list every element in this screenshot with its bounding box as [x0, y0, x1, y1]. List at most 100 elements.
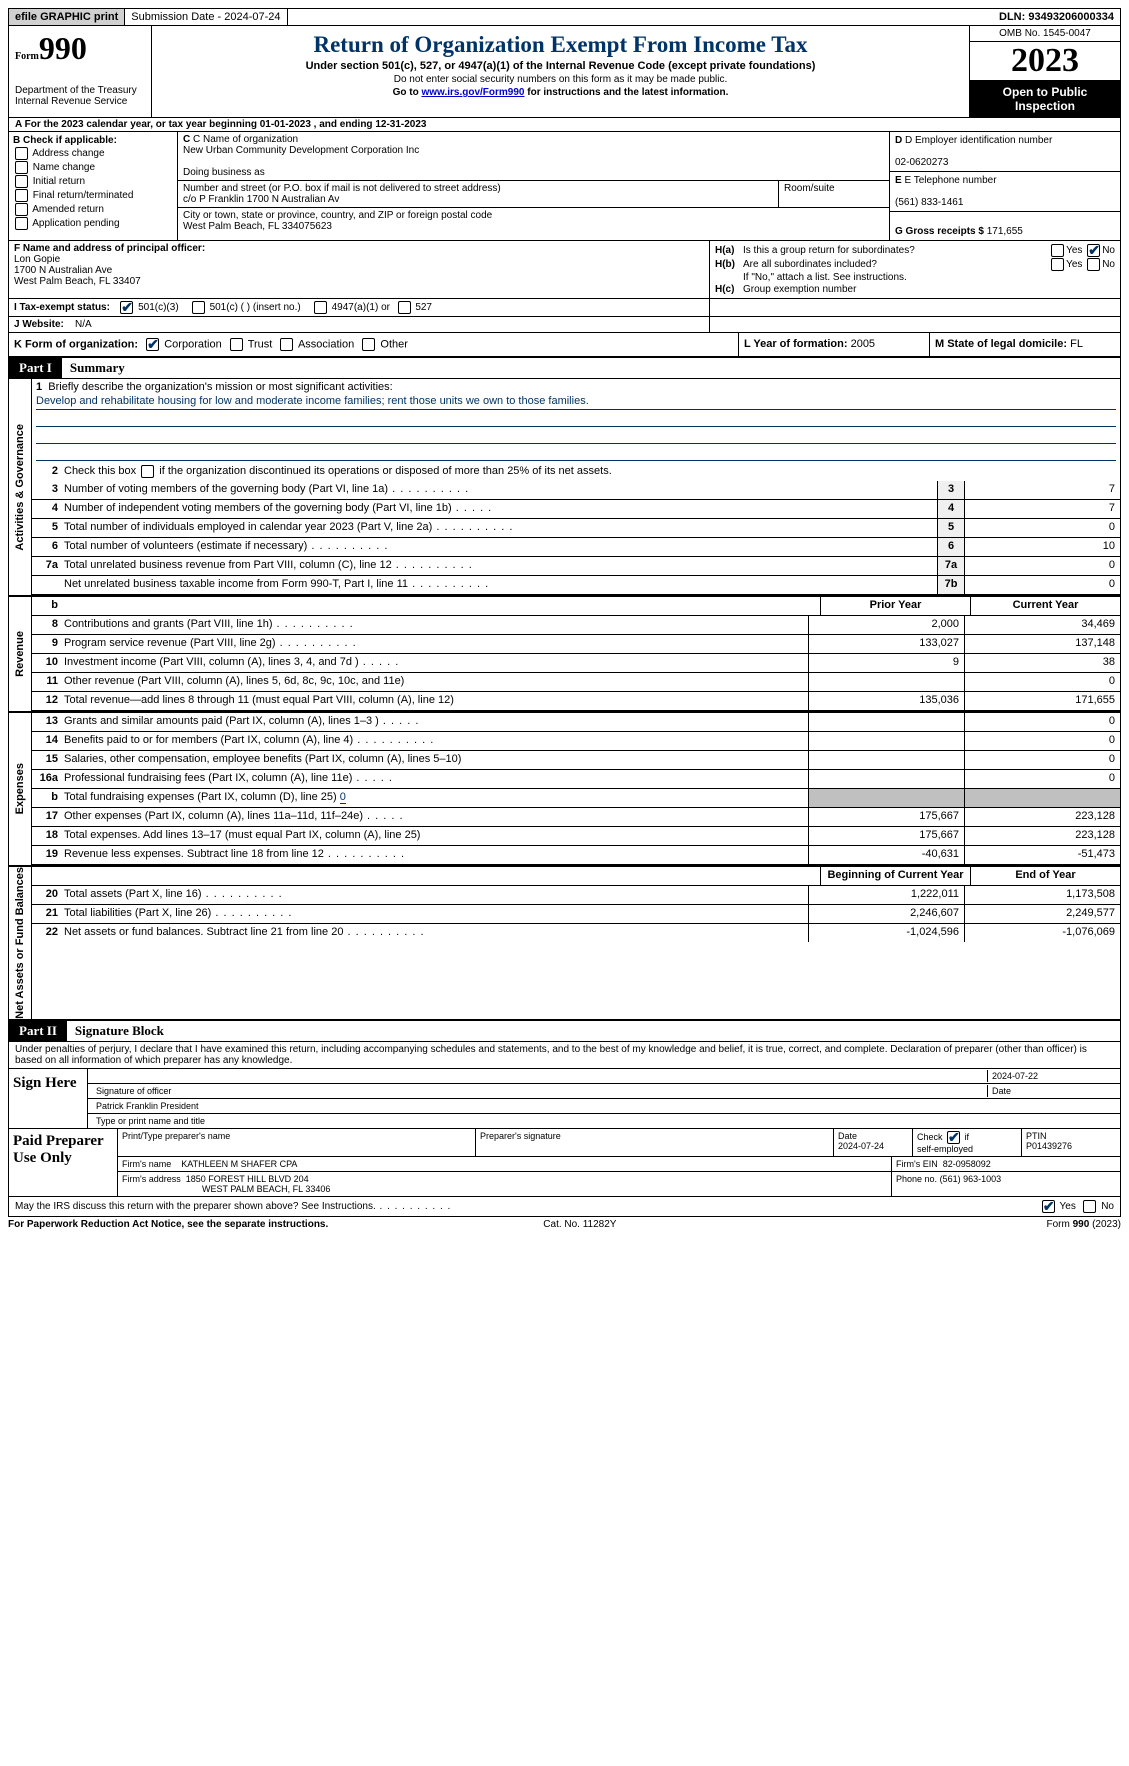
hb-yes: Yes — [1066, 259, 1082, 270]
form-title: Return of Organization Exempt From Incom… — [160, 32, 961, 58]
l8: Contributions and grants (Part VIII, lin… — [60, 616, 808, 634]
c16b — [964, 789, 1120, 807]
vtab-governance: Activities & Governance — [9, 379, 32, 595]
ptin-value: P01439276 — [1026, 1141, 1072, 1151]
l15: Salaries, other compensation, employee b… — [60, 751, 808, 769]
addr-label: Number and street (or P.O. box if mail i… — [183, 183, 773, 194]
city-label: City or town, state or province, country… — [183, 210, 884, 221]
footer-form-year: (2023) — [1089, 1219, 1121, 1230]
cb-app-pending[interactable] — [15, 217, 28, 230]
p8: 2,000 — [808, 616, 964, 634]
org-name: New Urban Community Development Corporat… — [183, 145, 884, 156]
hdr-end: End of Year — [970, 867, 1120, 885]
hc-text: Group exemption number — [743, 284, 1115, 295]
l5: Total number of individuals employed in … — [60, 519, 937, 537]
l14: Benefits paid to or for members (Part IX… — [60, 732, 808, 750]
v7b: 0 — [964, 576, 1120, 594]
firm-addr2: WEST PALM BEACH, FL 33406 — [202, 1184, 330, 1194]
cb-discuss-yes[interactable] — [1042, 1200, 1055, 1213]
mission-text: Develop and rehabilitate housing for low… — [36, 393, 1116, 410]
type-name-label: Type or print name and title — [92, 1115, 1116, 1127]
v6: 10 — [964, 538, 1120, 556]
cb-501c3[interactable] — [120, 301, 133, 314]
state-label: M State of legal domicile: — [935, 338, 1067, 350]
p9: 133,027 — [808, 635, 964, 653]
cb-discontinued[interactable] — [141, 465, 154, 478]
hc-label: H(c) — [715, 284, 743, 295]
submission-date: Submission Date - 2024-07-24 — [125, 9, 287, 25]
form-word: Form — [15, 51, 39, 62]
mission-blank1 — [36, 410, 1116, 427]
opt-501c3: 501(c)(3) — [138, 302, 179, 313]
irs-link[interactable]: www.irs.gov/Form990 — [421, 87, 524, 98]
l18: Total expenses. Add lines 13–17 (must eq… — [60, 827, 808, 845]
sig-officer-label: Signature of officer — [92, 1085, 988, 1097]
c20: 1,173,508 — [964, 886, 1120, 904]
l4: Number of independent voting members of … — [60, 500, 937, 518]
cb-hb-yes[interactable] — [1051, 258, 1064, 271]
paid-preparer-label: Paid Preparer Use Only — [9, 1129, 118, 1196]
cb-hb-no[interactable] — [1087, 258, 1100, 271]
prep-sig-label: Preparer's signature — [476, 1129, 834, 1156]
cb-4947[interactable] — [314, 301, 327, 314]
hdr-prior: Prior Year — [820, 597, 970, 615]
ein-label: D Employer identification number — [905, 135, 1052, 146]
firm-name-label: Firm's name — [122, 1159, 171, 1169]
cb-discuss-no[interactable] — [1083, 1200, 1096, 1213]
firm-addr1: 1850 FOREST HILL BLVD 204 — [186, 1174, 309, 1184]
mission-blank2 — [36, 427, 1116, 444]
l12: Total revenue—add lines 8 through 11 (mu… — [60, 692, 808, 710]
p10: 9 — [808, 654, 964, 672]
v3: 7 — [964, 481, 1120, 499]
cb-other[interactable] — [362, 338, 375, 351]
firm-addr-label: Firm's address — [122, 1174, 181, 1184]
hdr-curr: Current Year — [970, 597, 1120, 615]
officer-addr1: 1700 N Australian Ave — [14, 265, 112, 276]
cb-initial-return[interactable] — [15, 175, 28, 188]
ha-label: H(a) — [715, 245, 743, 256]
top-bar: efile GRAPHIC print Submission Date - 20… — [8, 8, 1121, 26]
cb-address-change[interactable] — [15, 147, 28, 160]
cb-ha-yes[interactable] — [1051, 244, 1064, 257]
perjury-declaration: Under penalties of perjury, I declare th… — [8, 1042, 1121, 1069]
l10: Investment income (Part VIII, column (A)… — [60, 654, 808, 672]
cb-corp[interactable] — [146, 338, 159, 351]
cb-trust[interactable] — [230, 338, 243, 351]
footer-mid: Cat. No. 11282Y — [543, 1219, 616, 1230]
c19: -51,473 — [964, 846, 1120, 864]
cb-501c[interactable] — [192, 301, 205, 314]
efile-print-button[interactable]: efile GRAPHIC print — [9, 9, 125, 25]
hb-label: H(b) — [715, 259, 743, 270]
cb-self-employed[interactable] — [947, 1131, 960, 1144]
ha-text: Is this a group return for subordinates? — [743, 245, 1049, 256]
cb-ha-no[interactable] — [1087, 244, 1100, 257]
col-b-checkboxes: B Check if applicable: Address change Na… — [9, 132, 178, 240]
p20: 1,222,011 — [808, 886, 964, 904]
goto-pre: Go to — [393, 87, 422, 98]
officer-label: F Name and address of principal officer: — [14, 243, 205, 254]
cb-assoc[interactable] — [280, 338, 293, 351]
vtab-revenue: Revenue — [9, 597, 32, 711]
cb-527[interactable] — [398, 301, 411, 314]
year-formation-label: L Year of formation: — [744, 338, 848, 350]
firm-name: KATHLEEN M SHAFER CPA — [181, 1159, 297, 1169]
l6: Total number of volunteers (estimate if … — [60, 538, 937, 556]
year-formation-value: 2005 — [851, 338, 875, 350]
hb-text: Are all subordinates included? — [743, 259, 1049, 270]
c10: 38 — [964, 654, 1120, 672]
c15: 0 — [964, 751, 1120, 769]
cb-amended[interactable] — [15, 203, 28, 216]
vtab-expenses: Expenses — [9, 713, 32, 865]
p11 — [808, 673, 964, 691]
firm-ein-label: Firm's EIN — [896, 1159, 938, 1169]
p22: -1,024,596 — [808, 924, 964, 942]
goto-post: for instructions and the latest informat… — [524, 87, 728, 98]
cb-name-change[interactable] — [15, 161, 28, 174]
v5: 0 — [964, 519, 1120, 537]
p16a — [808, 770, 964, 788]
l21: Total liabilities (Part X, line 26) — [60, 905, 808, 923]
cb-final-return[interactable] — [15, 189, 28, 202]
tax-year: 2023 — [970, 42, 1120, 81]
ha-no: No — [1102, 245, 1115, 256]
l16a: Professional fundraising fees (Part IX, … — [60, 770, 808, 788]
